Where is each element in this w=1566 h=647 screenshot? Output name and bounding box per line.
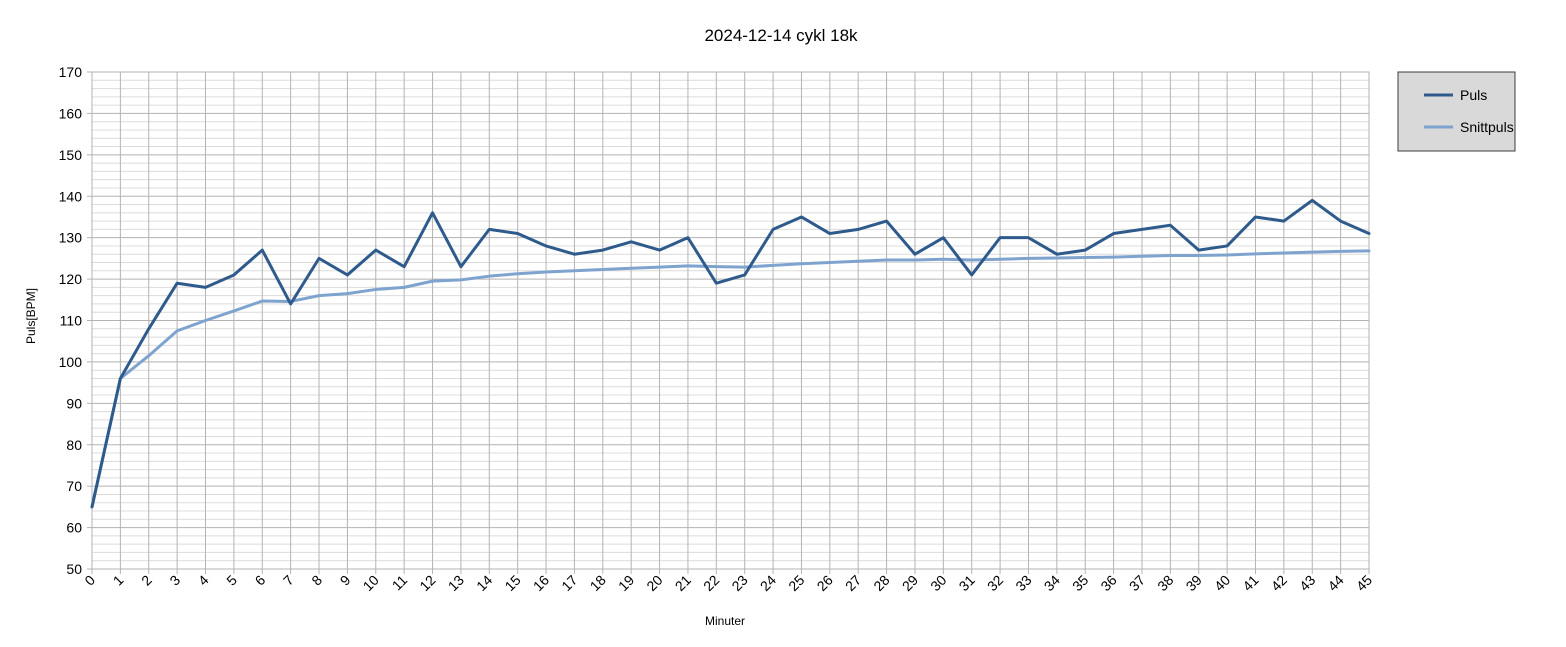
x-tick-label: 2 xyxy=(138,572,155,589)
series-line-puls xyxy=(90,198,1371,509)
y-tick-label: 160 xyxy=(59,105,83,121)
x-tick-label: 34 xyxy=(1041,572,1063,594)
x-tick-label: 38 xyxy=(1154,572,1176,594)
x-tick-label: 42 xyxy=(1268,572,1290,594)
x-tick-label: 36 xyxy=(1097,572,1119,594)
y-tick-label: 120 xyxy=(59,271,83,287)
x-tick-label: 9 xyxy=(337,572,354,589)
x-tick-label: 23 xyxy=(728,572,750,594)
x-tick-label: 41 xyxy=(1239,572,1261,594)
y-tick-label: 110 xyxy=(60,313,83,329)
y-tick-label: 80 xyxy=(66,437,82,453)
x-tick-label: 12 xyxy=(416,572,438,594)
x-axis: 0 1 2 3 4 5 6 7 8 9 10 11 12 13 14 15 16 17 18 19 20 21 22 23 24… xyxy=(81,569,1375,594)
y-tick-label: 90 xyxy=(66,395,82,411)
y-tick-label: 170 xyxy=(59,64,83,80)
x-tick-label: 21 xyxy=(672,572,694,594)
x-tick-label: 40 xyxy=(1211,572,1233,594)
x-tick-label: 31 xyxy=(956,572,978,594)
x-tick-label: 20 xyxy=(643,572,665,594)
x-tick-label: 32 xyxy=(984,572,1006,594)
x-tick-label: 27 xyxy=(842,572,864,594)
x-tick-label: 35 xyxy=(1069,572,1091,594)
x-tick-label: 45 xyxy=(1353,572,1375,594)
x-tick-label: 16 xyxy=(530,572,552,594)
x-tick-label: 15 xyxy=(501,572,523,594)
y-tick-label: 70 xyxy=(66,478,82,494)
x-tick-label: 28 xyxy=(870,572,892,594)
x-tick-label: 37 xyxy=(1126,572,1148,594)
x-tick-label: 6 xyxy=(252,572,269,589)
x-tick-label: 3 xyxy=(166,572,183,589)
x-axis-label: Minuter xyxy=(705,614,745,628)
x-tick-label: 8 xyxy=(308,572,325,589)
x-tick-label: 19 xyxy=(615,572,637,594)
x-tick-label: 11 xyxy=(389,572,411,594)
x-tick-label: 43 xyxy=(1296,572,1318,594)
y-tick-label: 100 xyxy=(59,354,83,370)
y-tick-label: 50 xyxy=(66,561,82,577)
major-grid xyxy=(91,71,1370,570)
x-tick-label: 26 xyxy=(814,572,836,594)
x-tick-label: 17 xyxy=(558,572,580,594)
x-tick-label: 44 xyxy=(1324,572,1346,594)
x-tick-label: 13 xyxy=(445,572,467,594)
x-tick-label: 25 xyxy=(785,572,807,594)
x-tick-label: 18 xyxy=(587,572,609,594)
x-tick-label: 22 xyxy=(700,572,722,594)
series-layer xyxy=(90,198,1371,509)
y-tick-label: 60 xyxy=(66,520,82,536)
legend-entry: Snittpuls xyxy=(1460,119,1514,135)
x-tick-label: 33 xyxy=(1012,572,1034,594)
legend-box xyxy=(1397,71,1516,152)
y-tick-label: 150 xyxy=(59,147,83,163)
chart-title: 2024-12-14 cykl 18k xyxy=(704,26,858,45)
minor-grid xyxy=(92,79,1369,562)
legend: Puls Snittpuls xyxy=(1397,71,1516,152)
y-tick-label: 140 xyxy=(59,188,83,204)
y-axis: 50 60 70 80 90 100 110 120 130 140 150 160 170 xyxy=(59,64,92,577)
x-tick-label: 14 xyxy=(473,572,495,594)
legend-entry: Puls xyxy=(1460,87,1487,103)
y-tick-label: 130 xyxy=(59,230,83,246)
x-tick-label: 24 xyxy=(757,572,779,594)
x-tick-label: 29 xyxy=(899,572,921,594)
x-tick-label: 39 xyxy=(1183,572,1205,594)
y-axis-label: Puls[BPM] xyxy=(24,288,38,344)
x-tick-label: 10 xyxy=(360,572,382,594)
x-tick-label: 1 xyxy=(110,572,127,589)
x-tick-label: 7 xyxy=(280,572,297,589)
series-line-snittpuls xyxy=(90,249,1371,509)
x-tick-label: 30 xyxy=(927,572,949,594)
x-tick-label: 0 xyxy=(81,572,98,589)
x-tick-label: 4 xyxy=(195,572,212,589)
x-tick-label: 5 xyxy=(223,572,240,589)
